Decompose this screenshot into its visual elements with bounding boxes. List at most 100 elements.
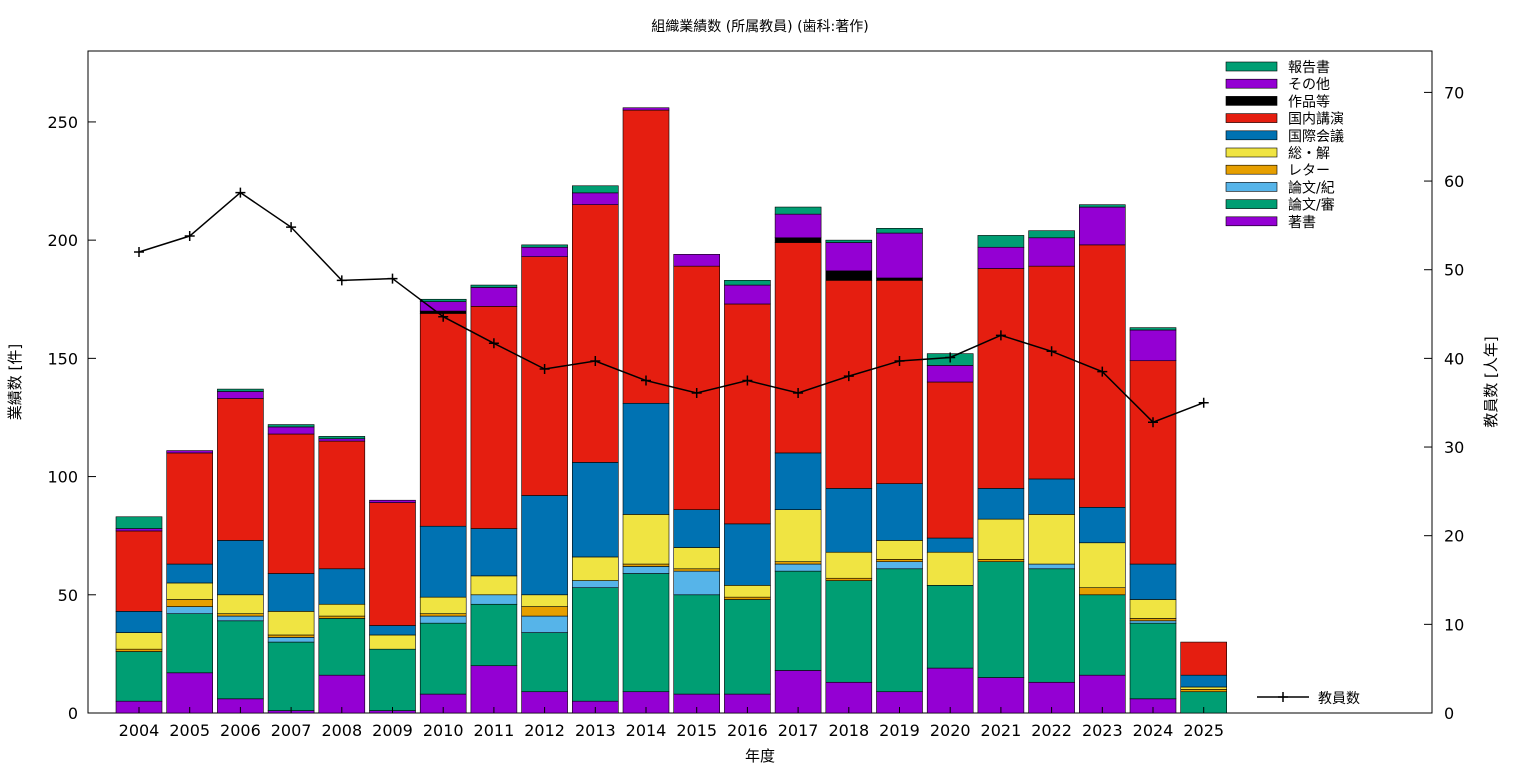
bar-segment: [369, 625, 416, 636]
bar-segment: [1129, 618, 1177, 622]
bar-segment: [1180, 689, 1227, 693]
bar-segment: [369, 648, 416, 711]
bar-segment: [267, 641, 315, 711]
bar-segment: [166, 613, 213, 674]
y2-axis-label: 教員数 [人年]: [1482, 336, 1500, 427]
bar-segment: [1079, 542, 1126, 588]
bar-segment: [470, 528, 518, 577]
bar-segment: [1180, 686, 1227, 690]
legend-label: レター: [1288, 163, 1330, 179]
x-tick-label: 2019: [879, 721, 920, 740]
bar-segment: [1129, 329, 1177, 362]
bar-segment: [571, 204, 619, 463]
bar-segment: [977, 488, 1025, 520]
bar-segment: [876, 540, 923, 560]
bar-segment: [825, 239, 873, 243]
bar-segment: [774, 563, 822, 572]
bar-segment: [521, 606, 568, 617]
y2-tick-label: 0: [1444, 704, 1454, 723]
bar-segment: [1129, 620, 1177, 624]
bar-segment: [825, 551, 873, 579]
bar-segment: [774, 561, 822, 565]
bar-segment: [977, 559, 1025, 562]
bar-segment: [166, 563, 213, 584]
bar-segment: [571, 587, 619, 702]
y-tick-label: 150: [47, 349, 78, 368]
bar-segment: [774, 509, 822, 562]
bar-segment: [419, 613, 467, 617]
bar-segment: [977, 268, 1025, 489]
y2-tick-label: 40: [1444, 349, 1464, 368]
bar-segment: [1028, 568, 1075, 683]
bar-segment: [1180, 641, 1227, 676]
line-point: [1097, 366, 1108, 377]
bar-segment: [673, 594, 721, 695]
bar-segment: [977, 518, 1025, 560]
bar-segment: [318, 568, 366, 605]
x-tick-label: 2007: [271, 721, 312, 740]
y-tick-label: 100: [47, 468, 78, 487]
legend-label: 国際会議: [1288, 128, 1344, 145]
bar-segment: [977, 235, 1025, 248]
bar-segment: [1129, 327, 1177, 331]
bar-segment: [1079, 204, 1126, 208]
bar-segment: [1079, 594, 1126, 676]
x-tick-label: 2018: [828, 721, 869, 740]
x-tick-label: 2020: [930, 721, 971, 740]
bar-segment: [926, 585, 974, 669]
bar-segment: [571, 192, 619, 205]
bar-segment: [166, 599, 213, 607]
bar-segment: [876, 280, 923, 484]
bar-segment: [571, 185, 619, 194]
x-tick-label: 2004: [119, 721, 160, 740]
bar-segment: [115, 516, 163, 529]
bar-segment: [419, 615, 467, 624]
bar-segment: [1028, 265, 1075, 480]
legend-label: その他: [1288, 77, 1330, 93]
bar-segment: [217, 391, 264, 399]
bar-segment: [521, 615, 568, 633]
bar-segment: [419, 301, 467, 312]
bar-segment: [1028, 230, 1075, 239]
bar-segment: [318, 603, 366, 617]
x-axis-label: 年度: [745, 747, 775, 765]
bar-segment: [1129, 563, 1177, 600]
x-tick-label: 2010: [423, 721, 464, 740]
bar-segment: [571, 556, 619, 581]
bar-segment: [622, 563, 670, 567]
bar-segment: [115, 530, 163, 612]
bar-segment: [267, 611, 315, 636]
bar-segment: [521, 632, 568, 693]
bar-segment: [217, 620, 264, 700]
bar-segment: [1079, 587, 1126, 596]
bar-segment: [876, 232, 923, 279]
y2-tick-label: 50: [1444, 261, 1464, 280]
line-point: [336, 275, 347, 286]
legend-swatch: [1225, 164, 1278, 175]
bar-segment: [876, 277, 923, 281]
bar-segment: [521, 256, 568, 496]
bar-segment: [724, 599, 771, 695]
y2-tick-label: 70: [1444, 83, 1464, 102]
line-point: [1198, 397, 1209, 408]
y-tick-label: 250: [47, 113, 78, 132]
bar-segment: [419, 622, 467, 695]
bar-segment: [673, 568, 721, 572]
line-point: [184, 231, 195, 242]
bar-segment: [166, 606, 213, 614]
x-tick-label: 2014: [626, 721, 667, 740]
bar-segment: [166, 582, 213, 600]
bar-segment: [267, 637, 315, 643]
bar-segment: [1079, 206, 1126, 246]
bar-segment: [724, 284, 771, 305]
line-point: [1046, 346, 1057, 357]
x-tick-label: 2006: [220, 721, 261, 740]
bar-segment: [774, 213, 822, 239]
bar-segment: [876, 228, 923, 234]
x-tick-label: 2008: [321, 721, 362, 740]
y-tick-label: 0: [68, 704, 78, 723]
bar-segment: [318, 438, 366, 442]
bar-segment: [318, 615, 366, 619]
